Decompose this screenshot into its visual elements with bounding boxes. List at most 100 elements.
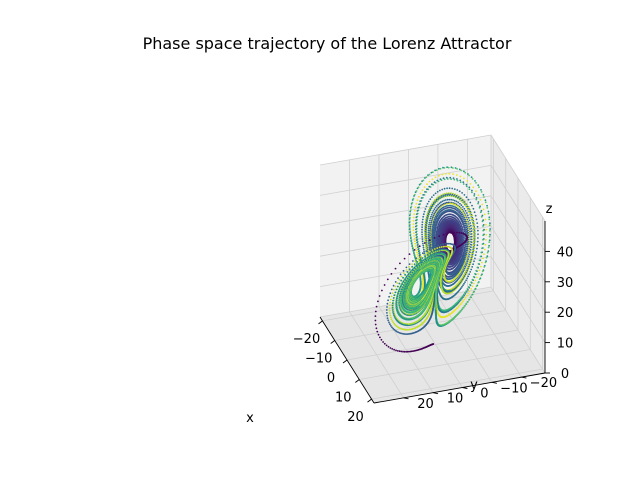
- trajectory-point: [431, 216, 434, 219]
- trajectory-point: [462, 275, 465, 277]
- trajectory-point: [428, 211, 431, 214]
- trajectory-point: [427, 241, 430, 243]
- trajectory-point: [472, 291, 475, 294]
- trajectory-point: [416, 253, 419, 256]
- trajectory-point: [431, 202, 434, 205]
- trajectory-point: [470, 243, 473, 246]
- trajectory-point: [467, 275, 470, 278]
- trajectory-point: [460, 213, 463, 216]
- axis-lines: [318, 134, 550, 404]
- trajectory-point: [429, 243, 432, 246]
- trajectory-point: [408, 225, 411, 227]
- trajectory-point: [421, 218, 424, 221]
- trajectory-point: [456, 196, 459, 199]
- trajectory-point: [463, 220, 466, 223]
- trajectory-point: [467, 299, 470, 301]
- trajectory-point: [461, 213, 464, 216]
- trajectory-point: [468, 234, 471, 236]
- trajectory-point: [427, 208, 430, 211]
- trajectory-point: [464, 296, 467, 299]
- trajectory-point: [454, 167, 457, 169]
- trajectory-point: [470, 241, 473, 244]
- trajectory-point: [477, 229, 479, 232]
- trajectory-point: [427, 235, 430, 238]
- trajectory-point: [434, 206, 437, 209]
- trajectory-point: [486, 207, 489, 209]
- y-tick-mark-0: [521, 376, 527, 379]
- trajectory-point: [481, 220, 484, 223]
- trajectory-point: [461, 254, 464, 257]
- trajectory-point: [417, 206, 419, 209]
- trajectory-point: [464, 245, 466, 247]
- trajectory-point: [471, 247, 474, 249]
- trajectory-point: [475, 197, 478, 199]
- grid-z-xwall-4: [319, 165, 492, 196]
- trajectory-point: [488, 241, 491, 244]
- trajectory-point: [452, 205, 455, 208]
- trajectory-point: [418, 183, 421, 186]
- trajectory-point: [439, 208, 442, 211]
- trajectory-point: [482, 208, 485, 211]
- trajectory-point: [474, 288, 476, 291]
- trajectory-point: [444, 199, 447, 201]
- trajectory-point: [443, 187, 446, 190]
- x-tick-mark-3: [355, 379, 360, 383]
- trajectory-point: [412, 216, 415, 219]
- trajectory-point: [422, 194, 425, 196]
- trajectory-point: [465, 206, 468, 209]
- trajectory-point: [422, 248, 425, 251]
- trajectory-point: [462, 251, 465, 254]
- trajectory-point: [447, 166, 450, 169]
- trajectory-point: [470, 268, 473, 271]
- trajectory-point: [439, 167, 442, 170]
- trajectory-point: [465, 290, 468, 292]
- trajectory-point: [425, 248, 428, 251]
- trajectory-point: [435, 205, 438, 207]
- trajectory-point: [464, 260, 467, 262]
- trajectory-point: [472, 232, 475, 235]
- trajectory-point: [428, 185, 431, 188]
- trajectory-point: [444, 205, 447, 208]
- trajectory-point: [460, 169, 463, 172]
- chart-title: Phase space trajectory of the Lorenz Att…: [143, 34, 512, 53]
- trajectory-point: [478, 186, 480, 189]
- trajectory-point: [476, 225, 479, 228]
- trajectory-point: [466, 260, 469, 263]
- trajectory-point: [436, 179, 439, 182]
- trajectory-point: [462, 223, 464, 226]
- trajectory-point: [438, 202, 441, 205]
- pane-x: [320, 135, 491, 317]
- trajectory-point: [470, 235, 473, 238]
- trajectory-point: [482, 257, 484, 260]
- trajectory-point: [460, 218, 462, 221]
- trajectory-point: [432, 202, 435, 204]
- trajectory-point: [472, 235, 475, 238]
- trajectory-point: [488, 224, 491, 227]
- trajectory-point: [468, 174, 470, 177]
- trajectory-point: [460, 308, 463, 311]
- trajectory-point: [464, 237, 467, 240]
- trajectory-point: [424, 244, 427, 247]
- trajectory-point: [451, 207, 454, 210]
- trajectory-point: [461, 285, 463, 288]
- trajectory-point: [410, 242, 413, 245]
- trajectory-point: [438, 205, 441, 208]
- trajectory-point: [421, 226, 423, 229]
- trajectory-point: [474, 227, 476, 230]
- trajectory-point: [466, 225, 469, 228]
- trajectory-point: [469, 214, 472, 217]
- trajectory-point: [482, 229, 485, 232]
- pane-edge-top-x: [319, 134, 492, 166]
- trajectory-point: [462, 225, 465, 228]
- trajectory-point: [485, 234, 488, 236]
- trajectory-point: [419, 182, 422, 185]
- trajectory-point: [419, 200, 422, 203]
- trajectory-point: [432, 210, 435, 212]
- trajectory-point: [488, 239, 491, 242]
- grid-z-ywall-0: [490, 286, 546, 374]
- trajectory-point: [440, 204, 442, 207]
- trajectory-point: [423, 250, 425, 253]
- trajectory-point: [464, 243, 466, 246]
- trajectory-point: [461, 209, 464, 212]
- trajectory-point: [485, 223, 487, 226]
